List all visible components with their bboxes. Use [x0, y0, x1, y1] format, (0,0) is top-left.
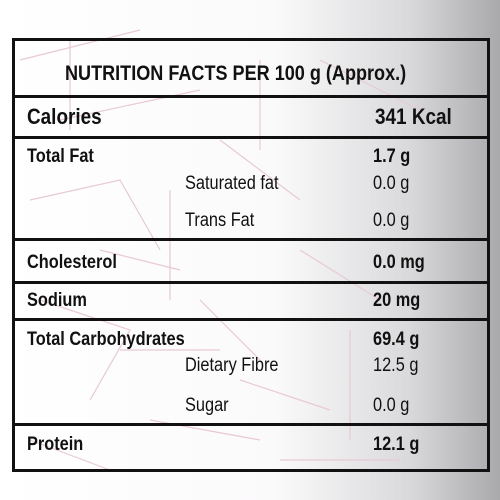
- nutrition-table: NUTRITION FACTS PER 100 g (Approx.) Calo…: [12, 38, 490, 472]
- sub-label: Sugar: [185, 395, 229, 416]
- sub-label: Saturated fat: [185, 173, 279, 194]
- sub-value: 0.0 g: [373, 395, 410, 416]
- sub-value: 12.5 g: [373, 355, 419, 376]
- divider: [15, 95, 487, 98]
- row-value: 1.7 g: [373, 146, 411, 167]
- row-value: 341 Kcal: [375, 104, 452, 129]
- table-title: NUTRITION FACTS PER 100 g (Approx.): [65, 62, 407, 85]
- row-label: Cholesterol: [27, 252, 117, 273]
- row-value: 20 mg: [373, 290, 421, 311]
- row-value: 69.4 g: [373, 329, 420, 350]
- row-value: 12.1 g: [373, 434, 420, 455]
- sub-label: Trans Fat: [185, 210, 255, 231]
- sub-value: 0.0 g: [373, 173, 410, 194]
- divider: [15, 318, 487, 321]
- row-label: Total Fat: [27, 146, 94, 167]
- sub-label: Dietary Fibre: [185, 355, 279, 376]
- sub-value: 0.0 g: [373, 210, 410, 231]
- divider: [15, 136, 487, 139]
- row-value: 0.0 mg: [373, 252, 425, 273]
- divider: [15, 238, 487, 241]
- row-label: Sodium: [27, 290, 87, 311]
- row-label: Protein: [27, 434, 84, 455]
- row-label: Calories: [27, 104, 102, 129]
- divider: [15, 281, 487, 284]
- divider: [15, 423, 487, 426]
- row-label: Total Carbohydrates: [27, 329, 185, 350]
